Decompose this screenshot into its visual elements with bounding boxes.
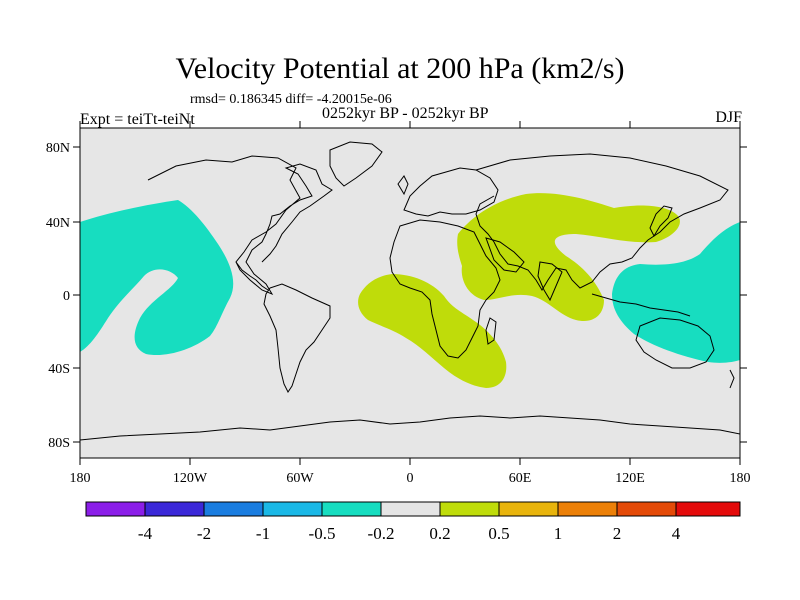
lat-tick-label: 80S — [48, 436, 70, 451]
lat-tick-label: 80N — [46, 141, 70, 156]
lon-tick-label: 120W — [173, 471, 208, 486]
colorbar-label: -0.2 — [368, 524, 395, 543]
positive-region-asia-africa — [457, 193, 680, 322]
colorbar-box-8 — [557, 501, 618, 517]
coast-japan — [649, 205, 673, 238]
colorbar-box-4 — [321, 501, 382, 517]
colorbar-box-2 — [203, 501, 264, 517]
lon-tick-label: 180 — [70, 471, 91, 486]
colorbar-label: -0.5 — [309, 524, 336, 543]
lon-tick-label: 120E — [615, 471, 645, 486]
colorbar-box-0 — [85, 501, 146, 517]
experiment-label: Expt = teiTt-teiNt — [80, 111, 195, 128]
lon-tick-label: 60W — [286, 471, 314, 486]
negative-region-west-pacific — [612, 222, 740, 363]
positive-region-africa-atlantic — [358, 274, 507, 388]
map-title: Velocity Potential at 200 hPa (km2/s) — [175, 52, 625, 85]
colorbar-label: -1 — [256, 524, 270, 543]
season-label: DJF — [715, 109, 742, 126]
lat-tick-label: 40S — [48, 362, 70, 377]
colorbar-label: 2 — [613, 524, 622, 543]
colorbar-box-1 — [144, 501, 205, 517]
colorbar-box-5 — [380, 501, 441, 517]
colorbar-box-6 — [439, 501, 500, 517]
lat-tick-label: 40N — [46, 216, 70, 231]
lon-tick-label: 60E — [509, 471, 532, 486]
colorbar-label: 4 — [672, 524, 681, 543]
stats-line: rmsd= 0.186345 diff= -4.20015e-06 — [190, 92, 392, 107]
colorbar-label: 0.5 — [488, 524, 509, 543]
coast-arabia — [485, 237, 525, 273]
coast-north-america — [147, 155, 333, 296]
colorbar-box-3 — [262, 501, 323, 517]
coast-south-america — [263, 283, 331, 393]
colorbar-label: 0.2 — [429, 524, 450, 543]
coastlines — [80, 141, 740, 441]
negative-region-east-pacific — [80, 200, 234, 356]
lon-tick-label: 180 — [730, 471, 751, 486]
coast-australia — [635, 317, 715, 369]
lat-tick-label: 0 — [63, 289, 70, 304]
colorbar-box-9 — [616, 501, 677, 517]
coast-new-zealand — [729, 369, 735, 389]
colorbar-box-10 — [675, 501, 741, 517]
colorbar-box-7 — [498, 501, 559, 517]
tick-marks — [73, 121, 747, 465]
period-label: 0252kyr BP - 0252kyr BP — [322, 105, 489, 122]
colorbar: -4 -2 -1 -0.5 -0.2 0.2 0.5 1 2 4 — [85, 501, 741, 543]
lon-tick-label: 0 — [407, 471, 414, 486]
coast-uk — [397, 175, 409, 196]
colorbar-label: 1 — [554, 524, 563, 543]
colorbar-label: -2 — [197, 524, 211, 543]
coast-india — [537, 261, 563, 302]
coast-greenland — [329, 141, 383, 187]
coast-asia — [475, 153, 729, 291]
coast-madagascar — [485, 317, 497, 345]
coast-antarctica — [80, 415, 740, 441]
coast-africa — [389, 219, 501, 359]
colorbar-label: -4 — [138, 524, 153, 543]
coast-indonesia — [591, 293, 691, 317]
coast-europe — [403, 167, 499, 217]
coast-central-america — [235, 261, 269, 291]
